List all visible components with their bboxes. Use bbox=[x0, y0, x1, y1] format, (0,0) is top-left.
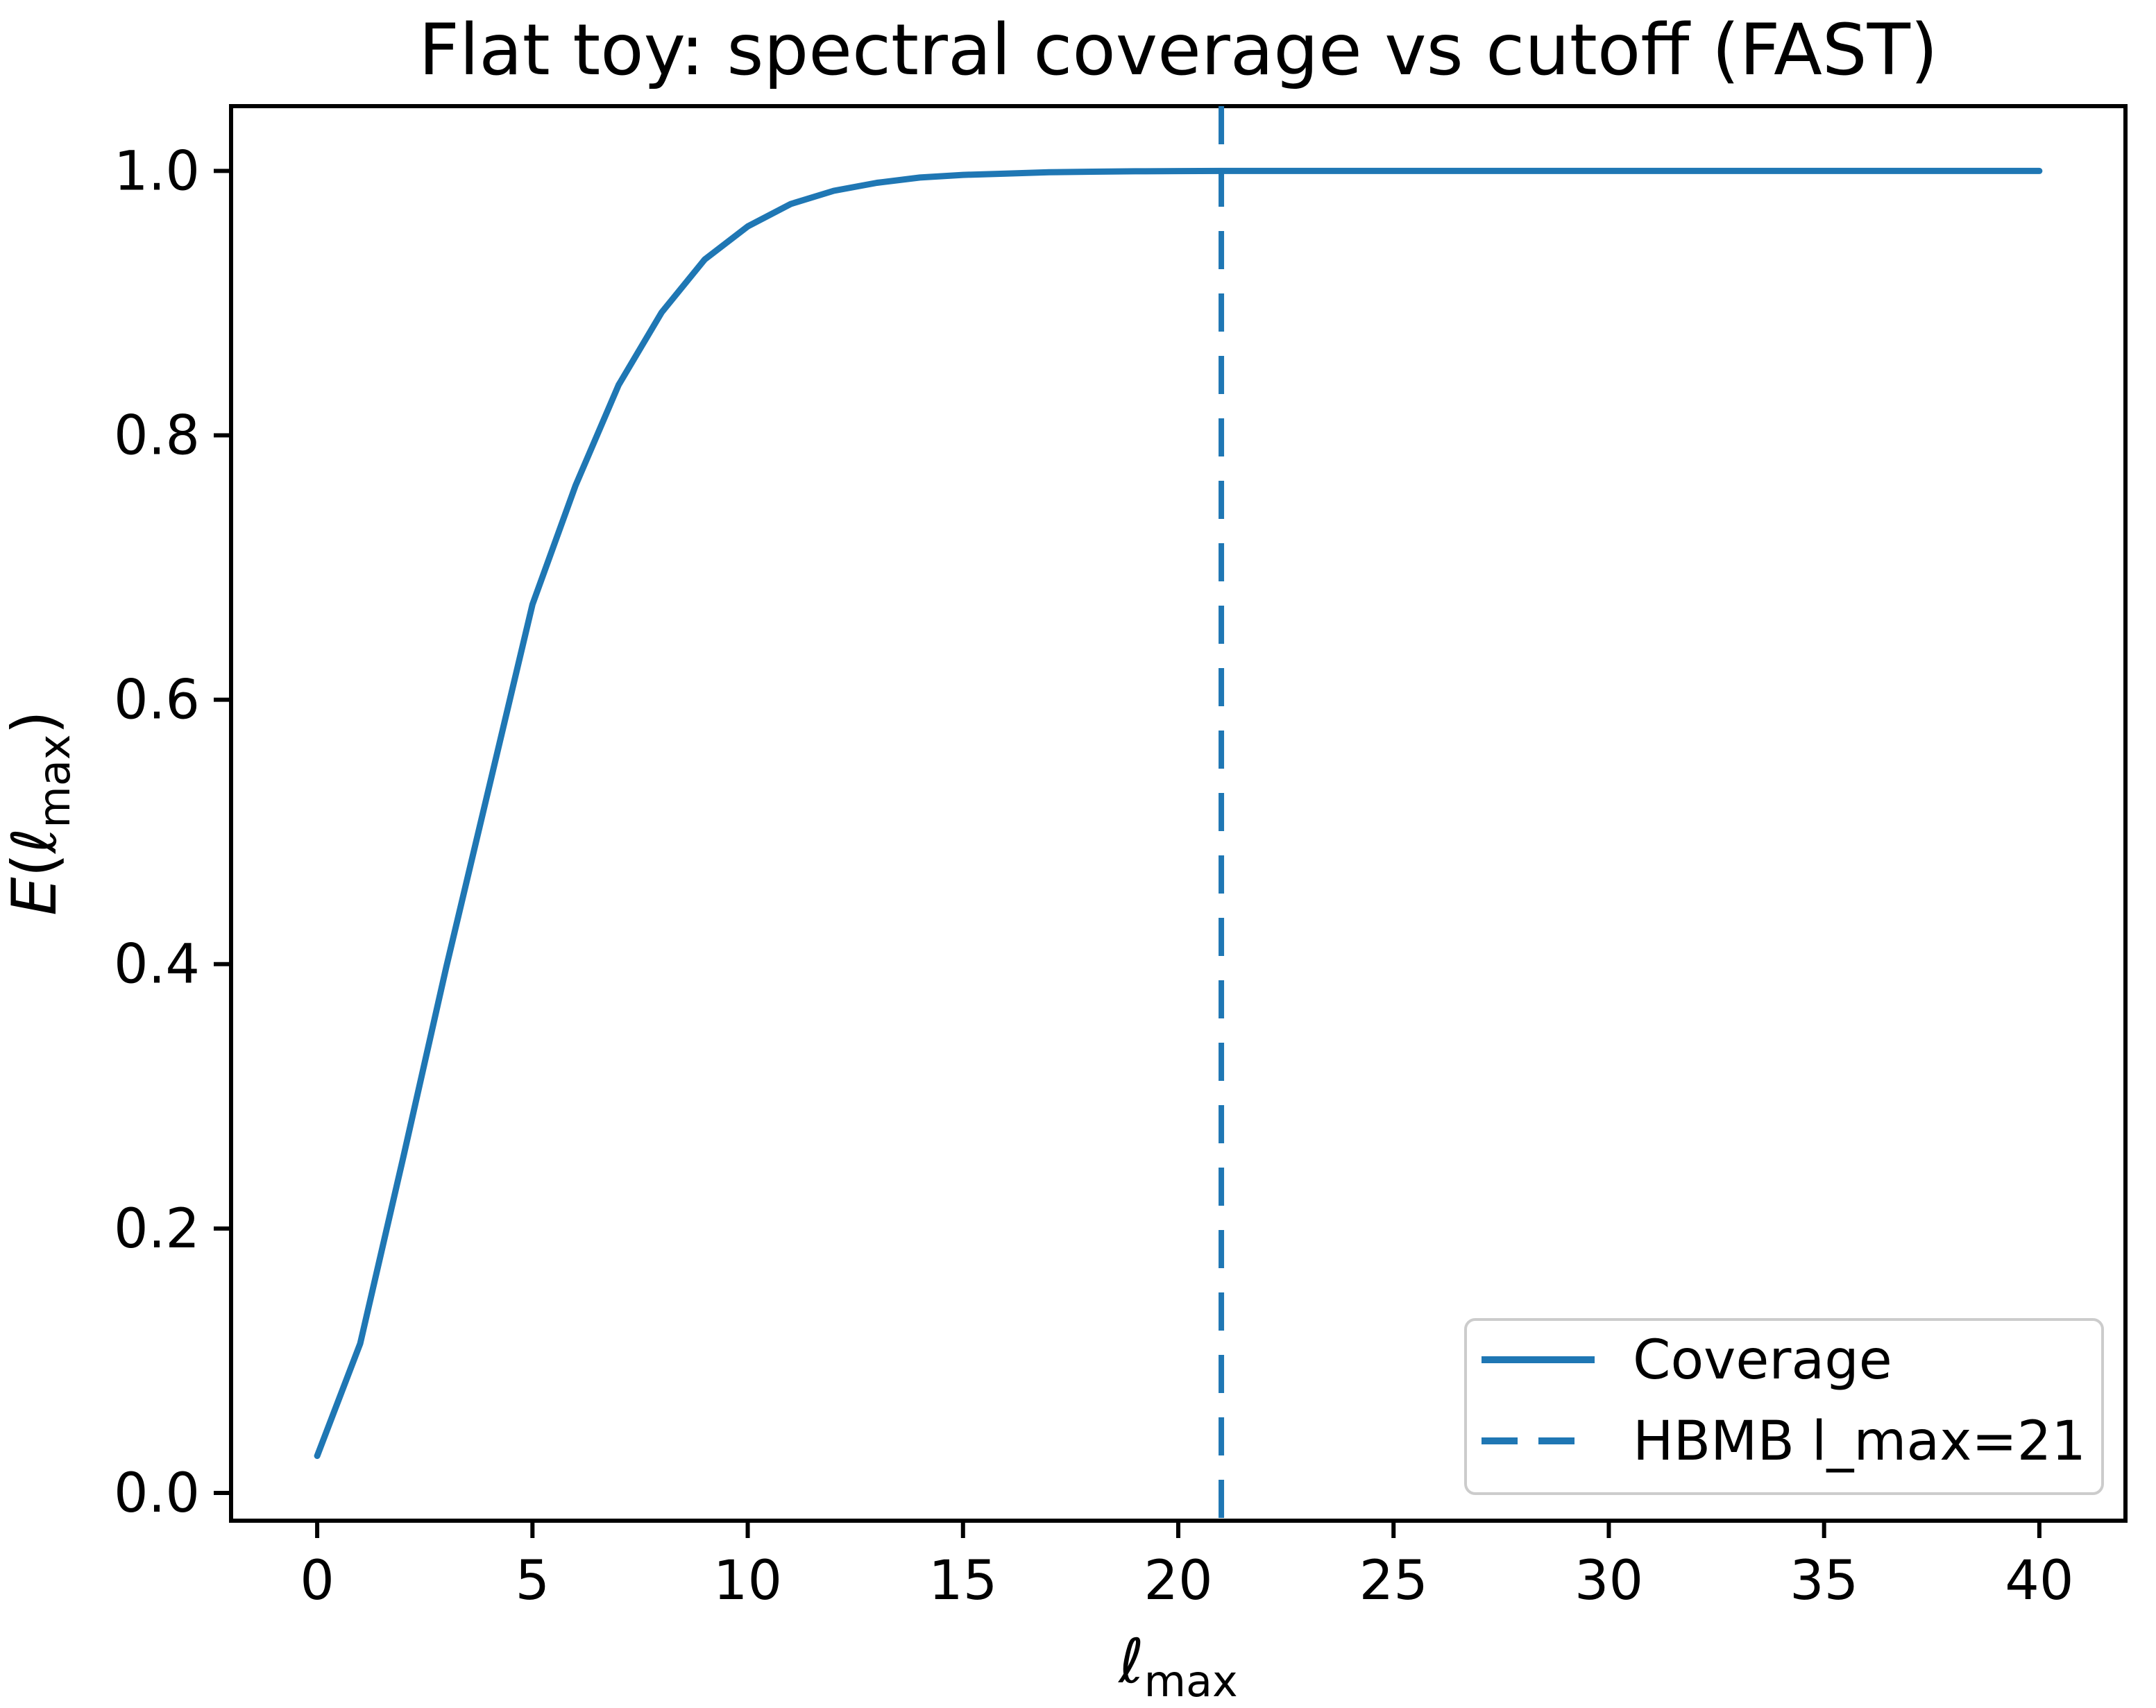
x-tick-label: 10 bbox=[713, 1550, 782, 1612]
y-tick-label: 0.6 bbox=[114, 669, 200, 732]
y-axis-label: E(ℓmax) bbox=[0, 710, 80, 916]
x-tick-label: 25 bbox=[1359, 1550, 1428, 1612]
y-tick-label: 0.4 bbox=[114, 934, 200, 996]
legend-label-coverage: Coverage bbox=[1633, 1329, 1892, 1392]
y-axis-ticks: 0.0 0.2 0.4 0.6 0.8 1.0 bbox=[114, 140, 231, 1525]
y-tick-label: 0.8 bbox=[114, 404, 200, 467]
legend-frame bbox=[1464, 1318, 2104, 1495]
x-tick-label: 0 bbox=[300, 1550, 334, 1612]
chart-title: Flat toy: spectral coverage vs cutoff (F… bbox=[418, 9, 1937, 92]
coverage-line bbox=[314, 167, 2043, 1460]
y-tick-label: 0.0 bbox=[114, 1462, 200, 1525]
y-tick-label: 1.0 bbox=[114, 140, 200, 203]
y-tick-label: 0.2 bbox=[114, 1198, 200, 1261]
x-tick-label: 20 bbox=[1144, 1550, 1212, 1612]
x-tick-label: 15 bbox=[928, 1550, 997, 1612]
x-axis-ticks: 0 5 10 15 20 25 30 35 40 bbox=[300, 1521, 2074, 1612]
x-tick-label: 30 bbox=[1574, 1550, 1643, 1612]
x-tick-label: 5 bbox=[515, 1550, 550, 1612]
x-tick-label: 35 bbox=[1790, 1550, 1858, 1612]
plot-frame bbox=[229, 104, 2128, 1523]
legend: Coverage HBMB l_max=21 bbox=[1464, 1318, 2104, 1495]
x-axis-label: ℓmax bbox=[1117, 1625, 1237, 1707]
legend-label-hbmb: HBMB l_max=21 bbox=[1633, 1410, 2086, 1473]
x-tick-label: 40 bbox=[2005, 1550, 2073, 1612]
